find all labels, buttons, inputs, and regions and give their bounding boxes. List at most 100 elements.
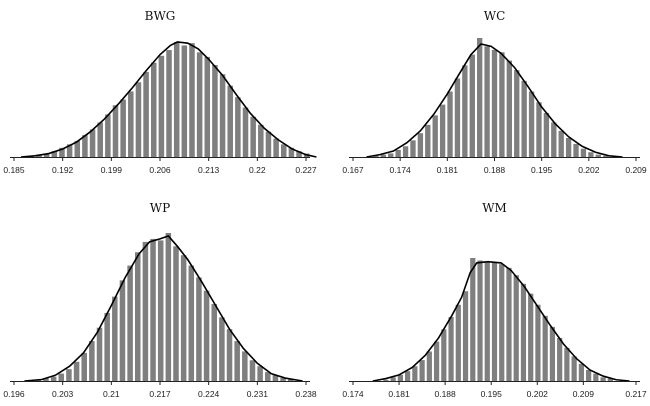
histogram-bar: [573, 143, 579, 157]
histogram-bar: [288, 147, 295, 157]
x-tick-label: 0.213: [198, 165, 220, 175]
panel-bwg: BWG 0.185 0.192 0.199 0.206 0.213 0.22 0.227: [3, 9, 317, 175]
histogram-bar: [514, 70, 520, 157]
histogram-bar: [603, 155, 609, 157]
histogram-bar: [212, 65, 218, 157]
histogram-bar: [127, 265, 133, 381]
histogram-bar: [265, 372, 271, 381]
panel-wp: WP 0.196 0.203 0.21 0.217 0.224 0.231 0.238: [3, 201, 317, 399]
histogram-bar: [189, 43, 195, 157]
histogram-bar: [557, 337, 563, 381]
histogram-bar: [571, 356, 577, 381]
histogram-bar: [258, 124, 264, 157]
x-tick-label: 0.206: [149, 165, 171, 175]
x-tick-label: 0.199: [101, 165, 123, 175]
x-tick-label: 0.181: [437, 165, 459, 175]
histogram-bar: [417, 133, 424, 157]
histogram-bar: [432, 115, 438, 157]
histogram-bar: [513, 275, 519, 381]
histogram-bar: [97, 122, 103, 157]
histogram-bar: [499, 264, 505, 381]
x-tick-label: 0.174: [342, 389, 364, 399]
histogram-bar: [447, 91, 453, 157]
histogram-bar: [426, 351, 432, 381]
histogram-bar: [143, 71, 149, 157]
histogram-bar: [204, 56, 211, 158]
histogram-bar: [128, 91, 134, 157]
histogram-bar: [73, 361, 80, 381]
histogram-bar: [448, 317, 454, 381]
x-tick-label: 0.227: [295, 165, 317, 175]
histogram-bar: [402, 146, 409, 157]
histogram-bar: [242, 351, 248, 381]
x-tick-label: 0.224: [198, 389, 220, 399]
histogram-bar: [388, 153, 394, 157]
histogram-bar: [280, 378, 286, 381]
histogram-bar: [520, 283, 527, 381]
x-tick-label: 0.209: [573, 389, 595, 399]
histogram-bar: [373, 155, 379, 157]
x-tick-label: 0.231: [247, 389, 269, 399]
histogram-bar: [89, 341, 95, 381]
histogram-bar: [188, 265, 195, 381]
histogram-bar: [96, 327, 103, 381]
histogram-bar: [470, 258, 476, 381]
histogram-bar: [441, 329, 447, 381]
x-tick-label: 0.217: [625, 389, 647, 399]
panel-wc: WC 0.167 0.174 0.181 0.188 0.195 0.202 0.209: [342, 9, 647, 175]
x-tick-label: 0.185: [3, 165, 25, 175]
x-tick-label: 0.195: [531, 165, 553, 175]
histogram-bar: [265, 131, 272, 157]
histogram-bar: [462, 65, 468, 157]
panel-title: WP: [150, 201, 170, 215]
histogram-bar: [380, 154, 386, 157]
histogram-bar: [521, 80, 527, 157]
histogram-bar: [173, 246, 179, 381]
histogram-bar: [425, 124, 431, 157]
histogram-bar: [58, 373, 65, 381]
histogram-bar: [226, 329, 233, 381]
x-tick-label: 0.202: [578, 165, 600, 175]
histogram-bar: [433, 341, 440, 381]
histogram-bar: [397, 374, 403, 381]
x-tick-label: 0.21: [103, 389, 120, 399]
histogram-bar: [173, 42, 180, 157]
histogram-bar: [219, 74, 226, 157]
histogram-bar: [211, 304, 217, 381]
x-tick-label: 0.195: [481, 389, 503, 399]
histogram-bar: [477, 260, 483, 381]
histogram-bar: [405, 371, 411, 381]
histogram-bar: [580, 148, 587, 157]
histogram-bar: [506, 60, 512, 157]
histogram-bar: [112, 296, 118, 381]
histogram-bar: [536, 102, 542, 157]
histogram-bar: [180, 255, 187, 381]
histogram-bar: [150, 238, 156, 381]
histogram-bar: [119, 280, 126, 381]
histogram-bar: [181, 45, 188, 158]
histogram-bar: [135, 252, 141, 381]
histogram-bar: [196, 277, 202, 381]
histogram-bar: [120, 99, 126, 157]
histogram-bar: [491, 49, 498, 157]
histogram-bar: [395, 149, 401, 157]
histogram-bar: [234, 341, 240, 381]
histogram-bar: [588, 152, 594, 157]
histogram-bar: [410, 140, 416, 157]
histogram-bar: [412, 366, 418, 381]
histogram-bar: [66, 369, 72, 381]
histogram-bar: [112, 105, 119, 157]
histogram-bar: [105, 114, 111, 157]
histogram-bar: [196, 52, 203, 157]
histogram-bar: [607, 378, 613, 381]
x-tick-label: 0.192: [52, 165, 74, 175]
histogram-bar: [89, 129, 96, 157]
histogram-bar: [462, 291, 469, 381]
histogram-bar: [281, 144, 287, 157]
histogram-bar: [157, 240, 164, 381]
histogram-bar: [439, 104, 446, 157]
density-curve: [366, 43, 623, 158]
x-tick-label: 0.181: [388, 389, 410, 399]
histogram-bar: [82, 135, 88, 157]
histogram-bar: [499, 52, 505, 157]
